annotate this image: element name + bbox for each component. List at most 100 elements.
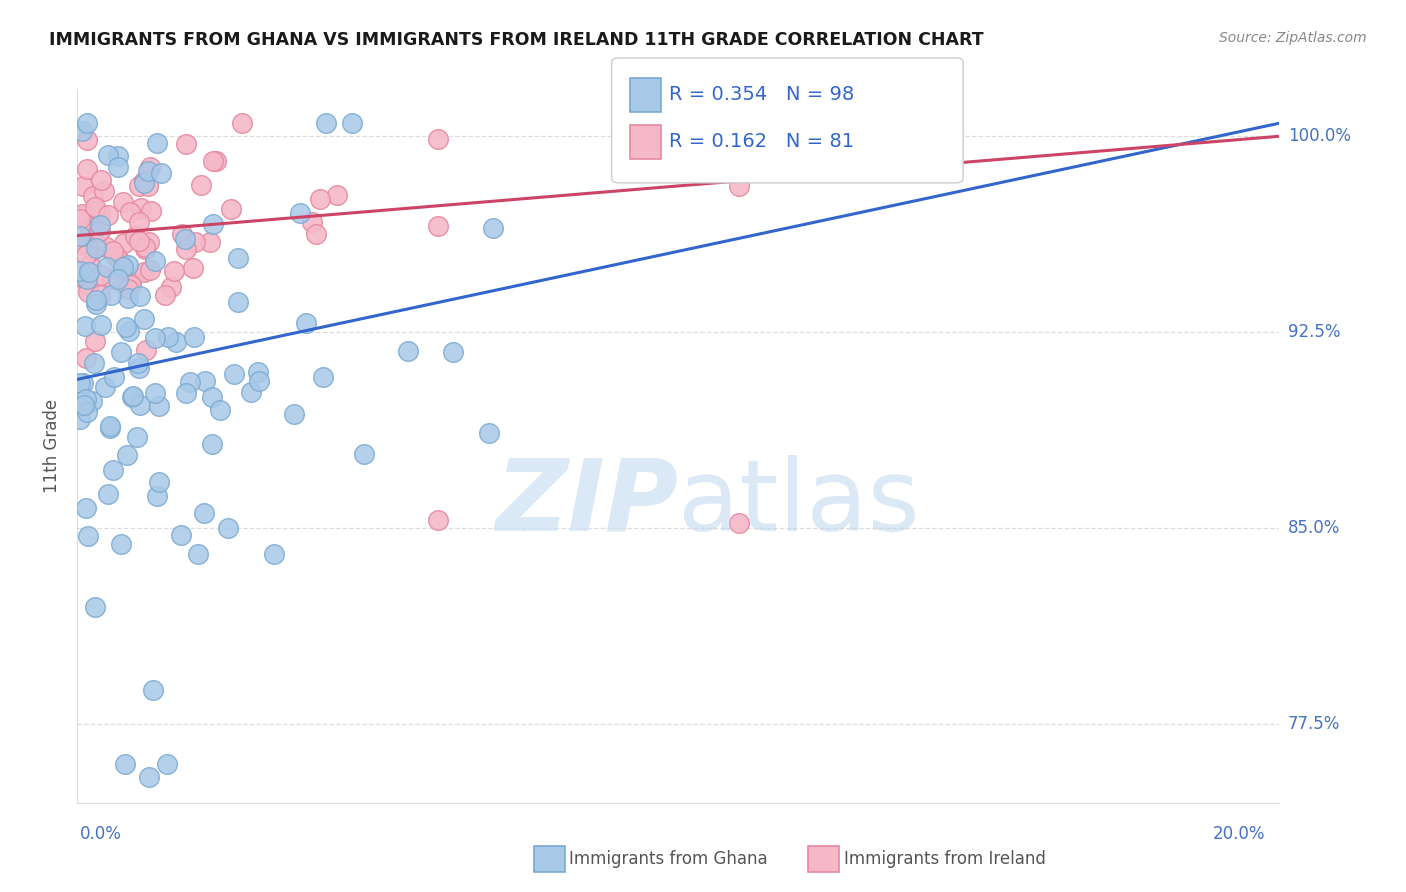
Text: 20.0%: 20.0% <box>1213 825 1265 843</box>
Point <box>90 318 112 332</box>
Point <box>326 188 349 202</box>
Point <box>283 407 305 421</box>
Point <box>128 361 150 376</box>
Point <box>98 420 121 434</box>
Point <box>172 227 194 241</box>
Point <box>305 227 328 241</box>
Point <box>111 194 134 209</box>
Point <box>231 116 253 130</box>
Text: 85.0%: 85.0% <box>1288 519 1340 537</box>
Point <box>129 288 152 302</box>
Point <box>98 418 121 433</box>
Text: 92.5%: 92.5% <box>1288 323 1340 342</box>
Point <box>134 242 156 256</box>
Point <box>117 258 139 272</box>
Point <box>69 412 91 426</box>
Point <box>128 179 150 194</box>
Point <box>134 239 156 253</box>
Point <box>174 242 197 256</box>
Point <box>124 229 146 244</box>
Point <box>138 235 160 250</box>
Point <box>86 225 108 239</box>
Point <box>105 249 128 263</box>
Point <box>112 276 135 290</box>
Point <box>84 293 107 307</box>
Point <box>69 229 91 244</box>
Point <box>295 316 318 330</box>
Point <box>72 237 94 252</box>
Point <box>89 224 111 238</box>
Point <box>77 529 100 543</box>
Point <box>75 392 97 407</box>
Point <box>222 368 245 382</box>
Point <box>194 374 217 388</box>
Point <box>101 271 124 285</box>
Point <box>94 240 117 254</box>
Point <box>143 386 166 401</box>
Point <box>134 265 156 279</box>
Point <box>77 285 100 299</box>
Point <box>122 389 145 403</box>
Text: Source: ZipAtlas.com: Source: ZipAtlas.com <box>1219 31 1367 45</box>
Text: Immigrants from Ireland: Immigrants from Ireland <box>844 850 1046 868</box>
Point <box>100 287 122 301</box>
Point <box>427 514 450 528</box>
Point <box>202 217 225 231</box>
Point <box>90 173 112 187</box>
Point <box>76 405 98 419</box>
Point <box>114 320 136 334</box>
Text: ZIP: ZIP <box>495 455 679 551</box>
Text: IMMIGRANTS FROM GHANA VS IMMIGRANTS FROM IRELAND 11TH GRADE CORRELATION CHART: IMMIGRANTS FROM GHANA VS IMMIGRANTS FROM… <box>49 31 984 49</box>
Point <box>80 393 103 408</box>
Point <box>89 206 111 220</box>
Text: 77.5%: 77.5% <box>1288 715 1340 733</box>
Point <box>75 351 97 365</box>
Point <box>240 385 263 400</box>
Point <box>135 343 157 358</box>
Point <box>129 202 152 216</box>
Point <box>107 252 129 267</box>
Point <box>427 132 450 146</box>
Point <box>112 235 135 250</box>
Point <box>89 218 111 232</box>
Point <box>146 489 169 503</box>
Point <box>75 248 97 262</box>
Point <box>103 370 125 384</box>
Point <box>301 214 323 228</box>
Point <box>132 174 155 188</box>
Point <box>173 232 195 246</box>
Point <box>308 192 330 206</box>
Point <box>107 160 129 174</box>
Point <box>84 334 107 348</box>
Point <box>90 268 112 283</box>
Point <box>103 463 125 477</box>
Point <box>76 162 98 177</box>
Point <box>481 221 503 235</box>
Point <box>247 375 270 389</box>
Point <box>478 425 501 440</box>
Point <box>426 219 449 234</box>
Point <box>138 770 160 784</box>
Point <box>163 263 186 277</box>
Point <box>107 148 129 162</box>
Point <box>200 390 222 404</box>
Point <box>246 365 269 379</box>
Point <box>186 548 209 562</box>
Point <box>226 251 249 265</box>
Point <box>174 385 197 400</box>
Point <box>77 278 100 293</box>
Point <box>353 447 375 461</box>
Point <box>89 287 111 301</box>
Point <box>84 599 107 614</box>
Point <box>201 437 224 451</box>
Point <box>107 272 129 286</box>
Point <box>69 263 91 277</box>
Text: 0.0%: 0.0% <box>80 825 122 843</box>
Point <box>73 399 96 413</box>
Point <box>97 148 120 162</box>
Point <box>157 329 180 343</box>
Point <box>120 275 142 289</box>
Point <box>127 356 149 370</box>
Text: 100.0%: 100.0% <box>1288 128 1351 145</box>
Point <box>94 380 117 394</box>
